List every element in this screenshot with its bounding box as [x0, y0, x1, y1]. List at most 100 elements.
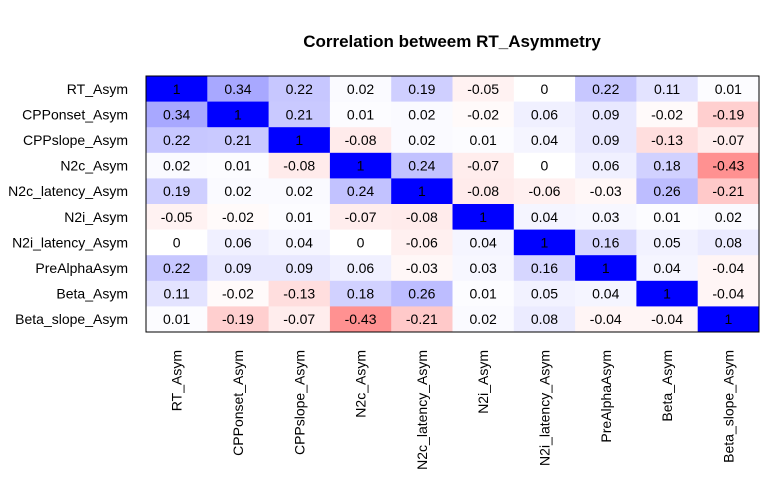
heatmap-cell [452, 101, 515, 128]
cell-value-label: 1 [295, 132, 303, 148]
column-label: CPPslope_Asym [291, 350, 307, 455]
cell-value-label: -0.05 [161, 209, 193, 225]
heatmap-cell [636, 306, 699, 333]
heatmap-cell [452, 204, 515, 231]
heatmap-cell [575, 306, 637, 333]
heatmap-cell [697, 229, 760, 256]
cell-value-label: 1 [541, 234, 549, 250]
heatmap-cell [575, 204, 637, 231]
heatmap-cell [513, 280, 576, 307]
cell-value-label: 1 [234, 106, 242, 122]
cell-value-label: 0.04 [470, 234, 497, 250]
cell-value-label: 0.34 [163, 106, 190, 122]
heatmap-cell [513, 229, 576, 256]
column-label: N2i_latency_Asym [536, 350, 552, 466]
cell-value-label: -0.08 [283, 158, 315, 174]
cell-value-label: 0.04 [531, 209, 558, 225]
heatmap-cell [329, 306, 392, 333]
cell-value-label: 0.24 [347, 183, 374, 199]
heatmap-cell [146, 127, 208, 154]
cell-value-label: 0.09 [592, 132, 619, 148]
heatmap-cell [513, 101, 576, 128]
cell-value-label: 1 [357, 158, 365, 174]
column-label: CPPonset_Asym [230, 350, 246, 456]
heatmap-cell [391, 178, 453, 205]
cell-value-label: 0.26 [653, 183, 680, 199]
heatmap-cell [391, 127, 453, 154]
heatmap-cell [697, 152, 760, 179]
heatmap-cell [268, 76, 331, 103]
heatmap-cell [146, 280, 208, 307]
cell-value-label: 0.01 [470, 286, 497, 302]
cell-value-label: -0.21 [712, 183, 744, 199]
cell-value-label: 0.11 [654, 81, 680, 97]
cell-value-label: 0 [541, 158, 549, 174]
heatmap-cell [697, 101, 760, 128]
heatmap-cell [207, 255, 270, 282]
cell-value-label: 0.02 [347, 81, 374, 97]
cell-value-label: 0.02 [715, 209, 742, 225]
column-labels: RT_Asym CPPonset_Asym CPPslope_Asym N2c_Asy… [169, 350, 737, 470]
heatmap-cell [329, 255, 392, 282]
cell-value-label: 0.01 [653, 209, 680, 225]
cell-value-label: -0.07 [712, 132, 744, 148]
cell-value-label: 0.01 [224, 158, 251, 174]
cell-value-label: -0.02 [467, 106, 499, 122]
cell-value-label: 0.09 [224, 260, 251, 276]
cell-value-label: 1 [602, 260, 610, 276]
cell-value-label: -0.04 [651, 311, 683, 327]
heatmap-cell [268, 101, 331, 128]
heatmap-cell [452, 306, 515, 333]
cell-value-label: -0.43 [345, 311, 377, 327]
cell-value-label: -0.02 [651, 106, 683, 122]
heatmap-cell [146, 204, 208, 231]
heatmap-cell [513, 306, 576, 333]
heatmap-cell [391, 76, 453, 103]
heatmap-cell [329, 127, 392, 154]
cell-value-label: 0.05 [531, 286, 558, 302]
cell-value-label: 1 [479, 209, 487, 225]
heatmap-cell [207, 204, 270, 231]
heatmap-cell [513, 127, 576, 154]
cell-value-label: 0 [357, 234, 365, 250]
cell-value-label: -0.07 [283, 311, 315, 327]
row-label: Beta_Asym [56, 286, 128, 302]
row-labels: RT_Asym CPPonset_Asym CPPslope_Asym N2c_Asy… [8, 81, 128, 327]
cell-value-label: 0.34 [224, 81, 251, 97]
heatmap-cell [207, 178, 270, 205]
cell-value-label: 0 [541, 81, 549, 97]
heatmap-cell [575, 76, 637, 103]
heatmap-cell [513, 152, 576, 179]
row-label: CPPonset_Asym [22, 106, 128, 122]
cell-value-label: 0.02 [286, 183, 313, 199]
plot-border [145, 75, 760, 333]
cell-value-label: 0.22 [163, 260, 190, 276]
heatmap-cell [575, 127, 637, 154]
cell-value-label: -0.43 [712, 158, 744, 174]
heatmap-cell [207, 152, 270, 179]
cell-value-label: 0 [173, 234, 181, 250]
row-label: Beta_slope_Asym [15, 311, 128, 327]
heatmap-cell [636, 229, 699, 256]
heatmap-cell [697, 255, 760, 282]
row-label: CPPslope_Asym [23, 132, 128, 148]
heatmap-cell [329, 178, 392, 205]
heatmap-cell [452, 229, 515, 256]
heatmap-cell [146, 178, 208, 205]
cell-value-label: -0.19 [222, 311, 254, 327]
heatmap-cell [329, 101, 392, 128]
column-label: Beta_slope_Asym [720, 350, 736, 463]
column-label: PreAlphaAsym [598, 350, 614, 443]
cell-value-label: 0.24 [408, 158, 435, 174]
cell-value-label: 0.02 [224, 183, 251, 199]
row-label: N2c_latency_Asym [8, 183, 128, 199]
cell-value-label: 0.06 [224, 234, 251, 250]
cell-value-label: -0.19 [712, 106, 744, 122]
heatmap-cell [452, 76, 515, 103]
heatmap-cell [391, 101, 453, 128]
heatmap-cell [268, 280, 331, 307]
heatmap-cell [268, 255, 331, 282]
column-label: N2c_Asym [353, 350, 369, 418]
heatmap-cell [268, 127, 331, 154]
